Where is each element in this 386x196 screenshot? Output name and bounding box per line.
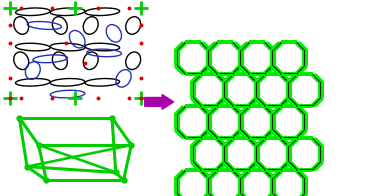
FancyArrow shape xyxy=(145,95,174,109)
